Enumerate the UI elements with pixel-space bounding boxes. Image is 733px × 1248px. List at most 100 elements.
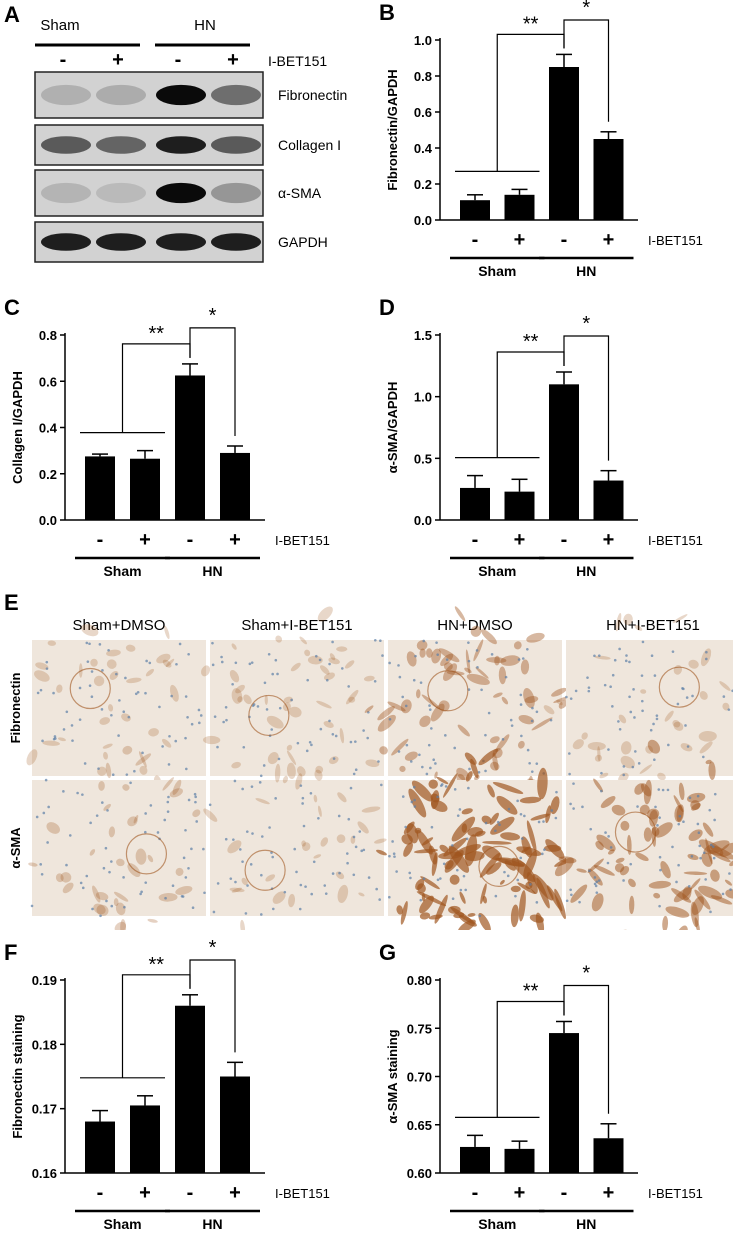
ihc-nucleus: [145, 659, 148, 663]
bar-chart-svg: G 0.60 0.65 0.70 0.75 0.80 α-SMA staining - + - + I…: [379, 940, 703, 1232]
ihc-nucleus: [507, 807, 511, 811]
ihc-nucleus: [366, 736, 369, 740]
ihc-nucleus: [467, 659, 471, 663]
bar-chart-svg: F 0.16 0.17 0.18 0.19 Fibronectin staining - + -…: [4, 937, 330, 1232]
ihc-stain: [526, 632, 545, 643]
ihc-stain: [62, 882, 74, 894]
ihc-stain: [640, 689, 647, 694]
ihc-nucleus: [274, 658, 278, 662]
ihc-stain: [283, 696, 293, 704]
ihc-nucleus: [574, 689, 578, 693]
ihc-stain: [320, 837, 329, 847]
blot-treatment-sign: -: [175, 49, 182, 71]
blot-band: [41, 136, 91, 154]
sig-label: **: [523, 13, 539, 35]
blot-group-label: HN: [194, 17, 216, 34]
ihc-nucleus: [302, 824, 306, 828]
ihc-nucleus: [618, 647, 621, 651]
ihc-nucleus: [436, 653, 439, 656]
ihc-nucleus: [393, 855, 396, 858]
ihc-nucleus: [354, 740, 357, 743]
ihc-stain: [664, 710, 674, 722]
ihc-nucleus: [498, 823, 501, 827]
ihc-stain: [403, 842, 413, 857]
ihc-nucleus: [654, 805, 657, 809]
ihc-nucleus: [104, 846, 108, 850]
ihc-nucleus: [432, 758, 435, 761]
ihc-nucleus: [422, 639, 426, 643]
ihc-nucleus: [459, 888, 463, 892]
ihc-nucleus: [517, 658, 521, 661]
ihc-nucleus: [633, 716, 636, 719]
ihc-stain: [348, 696, 356, 703]
ihc-stain: [401, 834, 413, 845]
ihc-stain: [478, 748, 499, 766]
ihc-glomerulus: [125, 833, 168, 875]
ihc-stain: [510, 904, 519, 928]
ihc-nucleus: [98, 643, 102, 646]
ihc-nucleus: [270, 728, 274, 731]
ihc-stain: [286, 744, 293, 751]
blot-band: [156, 182, 206, 204]
ihc-nucleus: [476, 666, 479, 669]
ihc-stain: [231, 643, 237, 650]
ihc-stain: [162, 738, 172, 748]
ihc-stain: [518, 890, 526, 922]
y-axis-label: α-SMA/GAPDH: [385, 382, 400, 474]
ihc-nucleus: [367, 710, 370, 714]
ihc-nucleus: [659, 868, 662, 872]
ihc-stain: [496, 795, 518, 815]
bar: [130, 1105, 160, 1173]
ihc-nucleus: [71, 739, 74, 742]
ihc-nucleus: [569, 697, 573, 700]
ihc-nucleus: [42, 811, 46, 815]
sig-label: **: [523, 331, 539, 353]
ihc-nucleus: [35, 815, 39, 819]
ihc-stain: [203, 808, 218, 822]
panel-letter: B: [379, 0, 395, 25]
ihc-nucleus: [331, 733, 335, 736]
ihc-nucleus: [388, 854, 391, 858]
ihc-stain: [399, 765, 406, 773]
x-treatment-sign: -: [472, 229, 479, 251]
ihc-nucleus: [380, 783, 383, 787]
ihc-nucleus: [636, 805, 639, 808]
ihc-nucleus: [315, 654, 318, 658]
ihc-nucleus: [434, 762, 437, 765]
ihc-stain: [722, 702, 730, 711]
ihc-nucleus: [691, 694, 694, 698]
ihc-nucleus: [404, 704, 408, 708]
ihc-nucleus: [349, 740, 353, 744]
ihc-nucleus: [597, 654, 601, 657]
ihc-nucleus: [234, 880, 237, 884]
ihc-stain: [494, 655, 500, 666]
ihc-nucleus: [211, 663, 215, 667]
ihc-nucleus: [401, 695, 405, 699]
x-treatment-sign: -: [97, 529, 104, 551]
ihc-nucleus: [412, 785, 416, 789]
ihc-nucleus: [199, 714, 203, 717]
ihc-nucleus: [490, 653, 494, 656]
ihc-stain: [482, 840, 512, 845]
ihc-nucleus: [65, 710, 69, 714]
ihc-stain: [710, 895, 733, 905]
blot-band: [211, 84, 261, 106]
ihc-nucleus: [501, 738, 505, 741]
ihc-stain: [626, 834, 632, 855]
ihc-nucleus: [586, 676, 589, 679]
bar: [460, 487, 490, 520]
ihc-nucleus: [212, 910, 216, 914]
ihc-nucleus: [690, 855, 694, 858]
ihc-nucleus: [475, 649, 479, 652]
ihc-nucleus: [484, 733, 487, 737]
ihc-stain: [357, 821, 369, 834]
y-tick-label: 0.8: [414, 69, 432, 84]
ihc-nucleus: [106, 809, 109, 812]
ihc-nucleus: [412, 678, 416, 682]
ihc-nucleus: [688, 796, 692, 800]
ihc-stain: [688, 659, 699, 669]
ihc-nucleus: [640, 699, 644, 703]
x-treatment-sign: +: [514, 529, 526, 551]
ihc-stain: [162, 777, 174, 791]
ihc-stain: [122, 784, 130, 791]
